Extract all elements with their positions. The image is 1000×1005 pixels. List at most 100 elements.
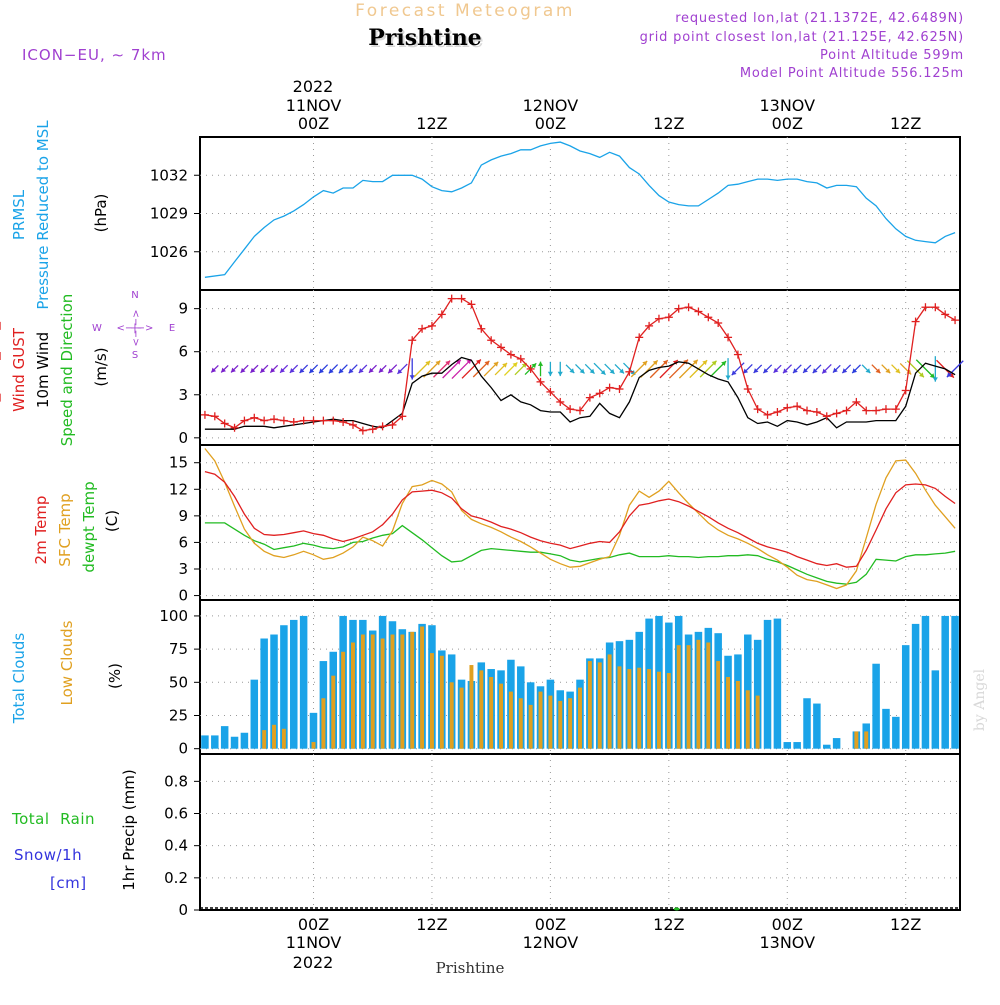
y-tick-label: 25: [169, 707, 188, 725]
wind-gust-marker: [862, 406, 871, 415]
wind-speed-line: [204, 356, 956, 430]
precip-label-snow: Snow/1h: [14, 846, 82, 864]
wind-direction-arrow: [442, 359, 462, 379]
bottom-date-label: 11NOV: [286, 933, 342, 952]
y-tick-label: 0.8: [164, 772, 188, 790]
wind-arrow-head: [240, 367, 246, 373]
total-cloud-bar: [299, 615, 308, 749]
wind-gust-marker: [299, 416, 308, 425]
compass-e: E: [169, 323, 175, 334]
wind-gust-marker: [398, 412, 407, 421]
plot-layer: [0, 141, 964, 911]
clouds-label-low: Low Clouds: [58, 620, 76, 705]
top-date-label: 13NOV: [759, 96, 815, 115]
wind-gust-marker: [487, 336, 496, 345]
low-cloud-bar: [360, 634, 365, 749]
product-title: Forecast Meteogram: [355, 1, 575, 21]
wind-direction-arrow: [269, 364, 279, 374]
total-cloud-bar: [309, 712, 318, 749]
wind-gust-marker: [852, 397, 861, 406]
total-cloud-bar: [823, 744, 831, 749]
precip-unit: 1hr Precip (mm): [120, 769, 138, 890]
low-cloud-bar: [558, 700, 563, 749]
wind-arrow-head: [642, 360, 648, 366]
top-date-label: 11NOV: [286, 96, 342, 115]
grid-lines: [200, 137, 960, 910]
low-cloud-bar: [341, 651, 346, 749]
wind-arrow-head: [547, 371, 553, 377]
low-cloud-bar: [597, 662, 602, 749]
clouds-unit: (%): [106, 663, 124, 689]
y-tick-label: 100: [159, 607, 188, 625]
low-cloud-bar: [726, 677, 731, 749]
low-cloud-bar: [637, 667, 642, 749]
low-cloud-bar: [311, 742, 316, 749]
total-cloud-bar: [753, 639, 762, 749]
wind-arrow-head: [753, 368, 759, 373]
wind-gust-marker: [329, 416, 338, 425]
low-cloud-bar: [449, 682, 454, 749]
wind-arrow-head: [932, 377, 938, 382]
wind-gust-marker: [803, 406, 812, 415]
wind-gust-marker: [822, 412, 831, 421]
wind-arrow-head: [537, 361, 544, 366]
total-cloud-bar: [783, 742, 792, 749]
total-cloud-bar: [230, 736, 239, 749]
total-cloud-bar: [211, 735, 219, 749]
model-altitude: Model Point Altitude 556.125m: [740, 66, 964, 81]
wind-direction-arrow: [368, 364, 377, 374]
wind-gust-marker: [921, 303, 930, 312]
low-cloud-bar: [864, 731, 869, 749]
wind-arrow-head: [348, 368, 354, 374]
wind-gust-marker: [635, 333, 644, 342]
wind-gust-marker: [418, 324, 427, 333]
wind-arrow-head: [502, 362, 508, 368]
wind-arrow-head: [328, 368, 334, 374]
low-cloud-bar: [587, 661, 592, 749]
wind-arrow-shaft: [915, 359, 936, 379]
total-cloud-bar: [911, 623, 920, 749]
low-cloud-bar: [578, 687, 582, 749]
wind-label-gust: Wind GUST: [10, 327, 28, 412]
wind-gust-marker: [941, 310, 950, 319]
wind-gust-marker: [763, 410, 772, 419]
wind-gust-marker: [654, 314, 663, 323]
wind-arrow-head: [425, 360, 431, 366]
wind-gust-marker: [230, 423, 239, 432]
total-cloud-bar: [832, 738, 841, 749]
wind-direction-arrow: [678, 359, 699, 379]
total-cloud-bar: [892, 716, 900, 749]
pressure-unit: (hPa): [92, 194, 110, 233]
wind-arrow-head: [579, 368, 585, 374]
bottom-date-label: 13NOV: [759, 933, 815, 952]
wind-gust-marker: [842, 406, 851, 415]
top-time-label: 00Z: [772, 114, 803, 133]
clouds-label-total: Total Clouds: [10, 633, 28, 725]
low-cloud-bar: [439, 655, 444, 749]
wind-direction-arrow: [861, 364, 871, 374]
low-cloud-bar: [351, 642, 355, 749]
wind-arrow-head: [919, 372, 924, 378]
y-tick-label: 0: [178, 740, 188, 758]
top-time-label: 00Z: [298, 114, 329, 133]
wind-arrow-head: [569, 368, 575, 374]
wind-label-dir: Speed and Direction: [58, 294, 76, 447]
bottom-time-label: 00Z: [535, 915, 566, 934]
wind-arrow-head: [842, 368, 848, 374]
wind-arrow-head: [270, 367, 276, 373]
low-cloud-bar: [656, 671, 661, 749]
y-tick-label: 12: [169, 480, 188, 498]
wind-arrow-head: [692, 359, 698, 365]
wind-direction-arrow: [742, 363, 753, 374]
wind-arrow-head: [280, 367, 285, 373]
total-cloud-bar: [220, 726, 229, 749]
wind-gust-marker: [546, 387, 555, 396]
pressure-label-msl: Pressure Reduced to MSL: [34, 120, 52, 310]
wind-direction-arrow: [210, 364, 219, 373]
wind-direction-arrow: [812, 364, 822, 374]
wind-direction-arrow: [387, 364, 398, 374]
wind-direction-arrow: [547, 361, 553, 377]
wind-direction-arrow: [821, 363, 832, 374]
wind-arrow-head: [946, 372, 952, 378]
